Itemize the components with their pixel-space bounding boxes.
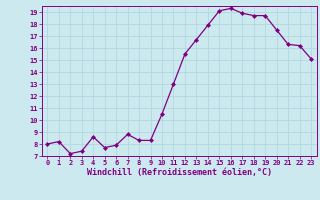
X-axis label: Windchill (Refroidissement éolien,°C): Windchill (Refroidissement éolien,°C): [87, 168, 272, 177]
